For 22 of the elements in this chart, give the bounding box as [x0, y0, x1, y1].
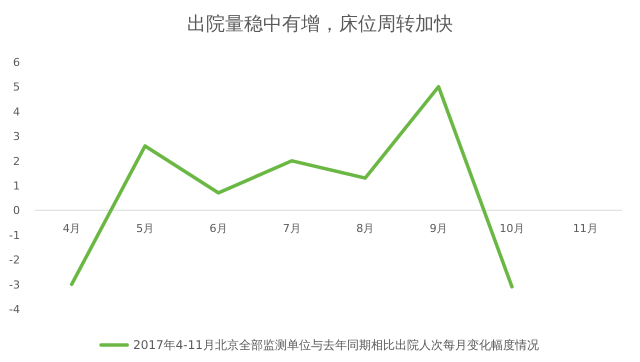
- y-tick-label: 6: [13, 56, 20, 69]
- x-tick-label: 4月: [62, 222, 81, 236]
- y-tick-label: -2: [9, 254, 20, 267]
- x-tick-label: 7月: [282, 222, 301, 236]
- x-tick-label: 6月: [209, 222, 228, 236]
- y-tick-label: 2: [13, 154, 20, 168]
- legend-label: 2017年4-11月北京全部监测单位与去年同期相比出院人次每月变化幅度情况: [133, 338, 539, 352]
- y-tick-label: 5: [13, 80, 20, 94]
- y-tick-label: 0: [13, 204, 20, 218]
- y-tick-label: 4: [13, 105, 20, 118]
- x-tick-label: 9月: [430, 222, 448, 236]
- x-tick-label: 11月: [572, 222, 598, 236]
- y-tick-label: -3: [9, 278, 20, 292]
- y-tick-label: -1: [9, 228, 20, 242]
- x-tick-label: 5月: [136, 222, 154, 236]
- y-tick-label: -4: [9, 303, 20, 316]
- y-tick-label: 3: [13, 130, 20, 144]
- line-series: [70, 84, 514, 289]
- chart-title: 出院量稳中有增，床位周转加快: [187, 13, 453, 35]
- x-tick-label: 8月: [356, 222, 374, 236]
- y-tick-label: 1: [13, 180, 20, 192]
- x-tick-label: 10月: [499, 222, 524, 236]
